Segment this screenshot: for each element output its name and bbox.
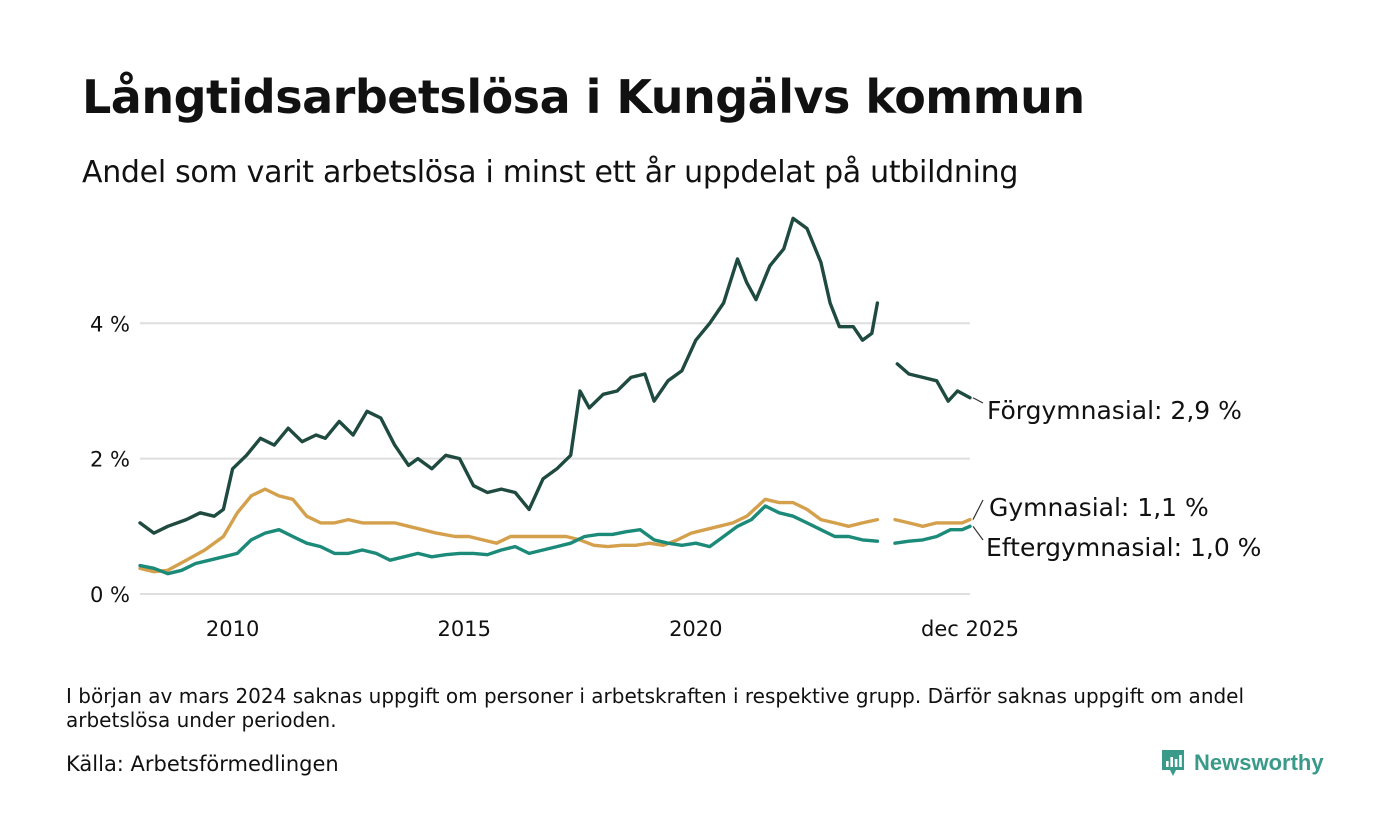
chart-title: Långtidsarbetslösa i Kungälvs kommun (82, 70, 1085, 124)
series-line-förgymnasial (138, 216, 972, 535)
gridlines (140, 322, 970, 595)
x-tick-label: 2015 (437, 617, 490, 641)
x-axis-ticks: 2010 2015 2020 dec 2025 (206, 617, 1019, 641)
series-line-gymnasial (138, 487, 972, 574)
brand-name: Newsworthy (1194, 750, 1324, 775)
footnote: I början av mars 2024 saknas uppgift om … (66, 684, 1245, 732)
x-tick-label: dec 2025 (921, 617, 1019, 641)
y-axis-ticks: 0 % 2 % 4 % (90, 312, 130, 607)
x-tick-label: 2010 (206, 617, 259, 641)
label-leader (972, 525, 984, 541)
series-end-label: Eftergymnasial: 1,0 % (986, 533, 1261, 562)
series-end-label: Förgymnasial: 2,9 % (987, 396, 1242, 425)
series-labels: Förgymnasial: 2,9 % Gymnasial: 1,1 % Efter… (972, 396, 1261, 562)
label-leader (972, 499, 984, 520)
series-line-eftergymnasial (138, 504, 972, 576)
newsworthy-logo-icon (1162, 750, 1184, 776)
chart-subtitle: Andel som varit arbetslösa i minst ett å… (82, 155, 1019, 190)
x-tick-label: 2020 (669, 617, 722, 641)
line-chart: 0 % 2 % 4 % 2010 2015 2020 dec 2025 Förgymnas… (90, 216, 1261, 641)
brand-logo[interactable]: Newsworthy (1160, 748, 1324, 778)
series-end-label: Gymnasial: 1,1 % (989, 493, 1209, 522)
series-lines (138, 216, 972, 576)
y-tick-label: 2 % (90, 448, 130, 472)
y-tick-label: 4 % (90, 312, 130, 336)
source-text: Källa: Arbetsförmedlingen (66, 752, 339, 776)
label-leader (972, 397, 984, 404)
y-tick-label: 0 % (90, 583, 130, 607)
